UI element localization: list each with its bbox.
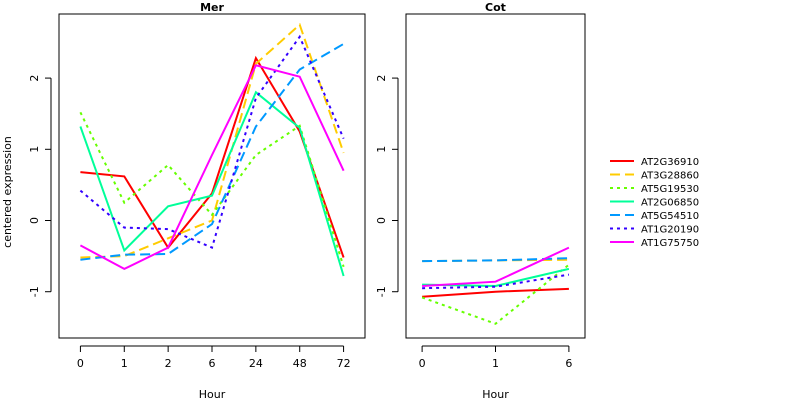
panel-mer-frame (58, 13, 366, 339)
panel-cot-series-at2g06850 (422, 267, 570, 288)
panel-mer-x-tick-label: 2 (165, 357, 172, 370)
panel-cot-series-at1g75750 (422, 246, 570, 287)
panel-cot-x-tick-label: 6 (565, 357, 572, 370)
panel-mer-title: Mer (200, 1, 224, 14)
panel-mer-y-tick-label: -1 (28, 286, 41, 297)
panel-mer-series-at5g19530 (79, 111, 345, 268)
panel-mer-series-at1g75750 (79, 64, 345, 271)
panel-mer-y-tick-label: 2 (28, 75, 41, 82)
panel-cot-y-tick-label: 0 (375, 217, 388, 224)
panel-cot-series-at2g36910 (422, 287, 569, 298)
panel-cot-x-tick-label: 1 (492, 357, 499, 370)
legend-label-at1g75750: AT1G75750 (641, 238, 699, 249)
legend-label-at5g54510: AT5G54510 (641, 211, 699, 222)
panel-mer-x-tick-label: 48 (293, 357, 307, 370)
panel-mer-y-tick-label: 1 (28, 146, 41, 153)
panel-cot-y-tick-label: 2 (375, 75, 388, 82)
panel-mer-x-axis-label: Hour (199, 388, 226, 400)
panel-mer-x-tick-label: 0 (77, 357, 84, 370)
panel-mer-x-tick-label: 1 (121, 357, 128, 370)
legend-label-at5g19530: AT5G19530 (641, 184, 699, 195)
panel-mer-series-at3g28860 (80, 22, 345, 259)
panel-mer-series-at1g20190 (79, 34, 345, 249)
panel-mer-series-at5g54510 (80, 43, 345, 261)
panel-mer-x-tick-label: 72 (337, 357, 351, 370)
panel-cot-y-tick-label: -1 (375, 286, 388, 297)
panel-mer-x-tick-label: 6 (209, 357, 216, 370)
legend-label-at2g36910: AT2G36910 (641, 157, 699, 168)
panel-cot-title: Cot (485, 1, 506, 14)
panel-cot-x-tick-label: 0 (419, 357, 426, 370)
panel-mer-x-tick-label: 24 (249, 357, 263, 370)
panel-cot-x-axis-label: Hour (482, 388, 509, 400)
panel-mer-y-tick-label: 0 (28, 217, 41, 224)
panel-mer-series-at2g06850 (79, 90, 345, 277)
panel-cot-frame (405, 13, 586, 339)
y-axis-label: centered expression (1, 136, 14, 248)
legend-label-at3g28860: AT3G28860 (641, 171, 699, 182)
legend-label-at2g06850: AT2G06850 (641, 198, 699, 209)
panel-cot-series-at5g19530 (421, 263, 570, 325)
legend-label-at1g20190: AT1G20190 (641, 225, 699, 236)
panel-cot-y-tick-label: 1 (375, 146, 388, 153)
